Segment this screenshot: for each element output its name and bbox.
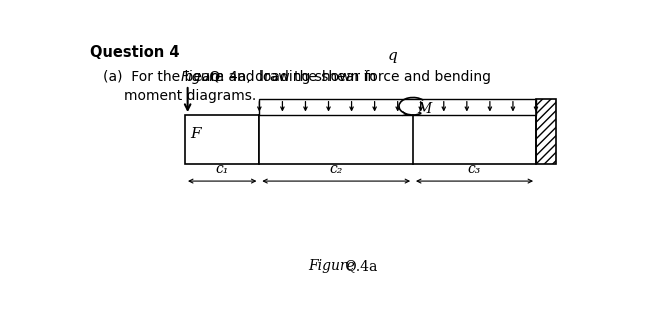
- Text: c₁: c₁: [215, 162, 229, 176]
- Text: F: F: [190, 127, 201, 141]
- Text: M: M: [417, 102, 432, 116]
- Bar: [536, 99, 557, 164]
- Text: moment diagrams.: moment diagrams.: [124, 89, 256, 103]
- Text: c₂: c₂: [330, 162, 343, 176]
- Bar: [259, 99, 536, 115]
- Text: Q. 4a, draw the shear force and bending: Q. 4a, draw the shear force and bending: [204, 70, 490, 84]
- Text: c₃: c₃: [468, 162, 481, 176]
- Bar: [185, 115, 259, 164]
- Text: Q.4a: Q.4a: [341, 260, 377, 273]
- Bar: [259, 115, 536, 164]
- Text: Figure: Figure: [308, 260, 355, 273]
- Text: q: q: [387, 49, 397, 63]
- Text: Figure: Figure: [181, 70, 225, 84]
- Text: (a)  For the beam and loading shown in: (a) For the beam and loading shown in: [103, 70, 381, 84]
- Text: Question 4: Question 4: [91, 45, 180, 60]
